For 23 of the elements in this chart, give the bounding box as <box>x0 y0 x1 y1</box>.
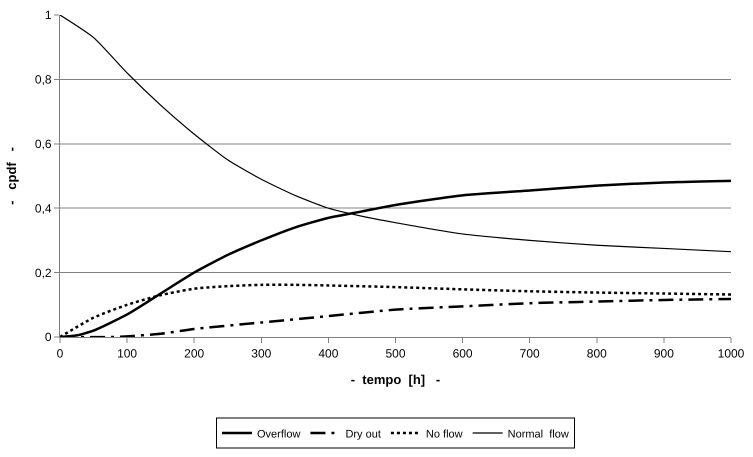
x-tick-label: 700 <box>520 346 540 360</box>
x-axis-title: - tempo [h] - <box>350 372 440 387</box>
x-tick-label: 200 <box>184 346 205 360</box>
x-tick-label: 100 <box>117 346 138 360</box>
x-tick-label: 0 <box>56 346 64 360</box>
y-axis-title: - cpdf - <box>4 147 19 205</box>
x-tick-label: 800 <box>586 346 608 360</box>
legend-label: Overflow <box>257 428 300 440</box>
y-tick-label: 0,6 <box>34 137 52 151</box>
x-tick-label: 500 <box>385 346 406 360</box>
legend-label: No flow <box>426 428 463 440</box>
legend-label: Normal flow <box>508 428 569 440</box>
y-tick-label: 0 <box>44 330 52 344</box>
x-tick-label: 900 <box>654 346 674 360</box>
legend-label: Dry out <box>345 428 381 440</box>
y-tick-label: 0,2 <box>34 266 52 280</box>
y-tick-label: 1 <box>44 8 52 22</box>
y-tick-label: 0,8 <box>34 72 52 87</box>
x-tick-label: 300 <box>251 346 272 360</box>
x-tick-label: 400 <box>318 346 339 360</box>
y-tick-label: 0,4 <box>34 201 52 216</box>
x-tick-label: 1000 <box>718 346 745 360</box>
x-tick-label: 600 <box>452 346 473 360</box>
